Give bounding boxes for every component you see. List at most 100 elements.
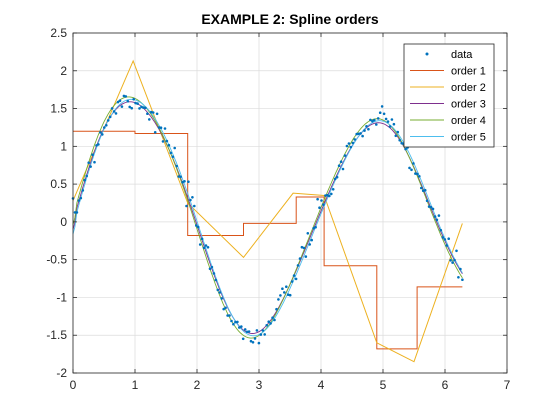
series-order-4 <box>72 96 463 339</box>
data-point <box>373 118 376 122</box>
data-point <box>206 246 210 249</box>
data-point <box>259 333 263 336</box>
legend: data order 1 order 2 order 3 order 4 order 5 <box>403 43 495 148</box>
data-point <box>93 160 96 164</box>
data-point <box>337 164 341 167</box>
y-tick-label: 2.5 <box>50 26 67 40</box>
data-point <box>423 188 427 192</box>
data-point <box>308 243 312 246</box>
data-point <box>382 112 386 116</box>
data-point <box>79 196 83 200</box>
data-point <box>257 341 261 345</box>
data-point <box>328 194 331 198</box>
data-point <box>461 278 464 282</box>
data-point <box>120 105 124 108</box>
data-point <box>394 134 398 138</box>
data-point <box>241 337 245 341</box>
data-point <box>234 320 237 324</box>
data-point <box>380 105 384 108</box>
data-point <box>193 204 196 208</box>
data-point <box>179 175 182 178</box>
data-point <box>345 144 349 148</box>
data-point <box>208 267 212 271</box>
data-point <box>222 307 225 311</box>
data-point <box>136 102 139 105</box>
data-point <box>412 162 415 165</box>
data-point <box>333 177 337 181</box>
data-point <box>294 277 298 281</box>
data-point <box>371 120 374 123</box>
data-point <box>99 131 102 134</box>
data-point <box>112 110 116 113</box>
data-point <box>425 199 429 203</box>
x-tick-label: 7 <box>504 378 511 392</box>
data-point <box>324 194 327 197</box>
data-point <box>363 129 366 132</box>
plot-frame <box>72 32 508 374</box>
data-point <box>320 199 323 202</box>
data-point <box>322 203 325 206</box>
legend-box <box>403 43 495 148</box>
data-point <box>316 197 319 201</box>
data-point <box>173 146 176 150</box>
data-point <box>396 130 400 134</box>
legend-marker-data <box>425 52 429 56</box>
data-point <box>378 111 382 114</box>
y-tick-label: 2 <box>60 64 67 78</box>
data-point <box>91 153 94 156</box>
data-point <box>153 131 157 134</box>
data-point <box>341 167 345 171</box>
data-point <box>130 106 133 110</box>
data-point <box>224 306 227 310</box>
data-point <box>202 246 206 250</box>
data-point <box>85 174 88 178</box>
data-point <box>187 180 190 183</box>
legend-label: data <box>451 49 473 61</box>
data-point <box>288 293 292 297</box>
data-point <box>148 118 151 121</box>
data-point <box>283 291 286 294</box>
data-point <box>302 246 306 250</box>
data-point <box>457 276 460 279</box>
data-point <box>198 243 202 246</box>
data-point <box>89 165 92 168</box>
data-point <box>375 123 378 126</box>
data-point <box>439 228 443 232</box>
data-point <box>126 99 130 103</box>
data-point <box>157 126 161 129</box>
data-point <box>298 257 302 260</box>
data-point <box>310 238 314 242</box>
data-point <box>191 196 194 199</box>
data-point <box>116 100 120 104</box>
data-point <box>318 206 321 209</box>
data-point <box>247 330 251 333</box>
x-tick-label: 2 <box>194 378 201 392</box>
data-point <box>459 267 462 271</box>
data-point <box>101 133 104 136</box>
x-tick-label: 0 <box>70 378 77 392</box>
data-point <box>418 175 421 178</box>
data-point <box>339 160 343 163</box>
data-point <box>155 112 159 116</box>
x-tick-label: 1 <box>132 378 139 392</box>
data-point <box>97 143 100 146</box>
data-point <box>169 151 173 155</box>
data-point <box>124 95 128 98</box>
data-point <box>449 259 452 262</box>
data-point <box>441 236 445 239</box>
y-tick-label: -1.5 <box>46 328 67 342</box>
data-point <box>367 127 370 131</box>
y-tick-label: -0.5 <box>46 253 67 267</box>
data-point <box>226 314 229 317</box>
data-point <box>429 206 433 209</box>
x-tick-label: 3 <box>256 378 263 392</box>
y-tick-label: 0.5 <box>50 177 67 191</box>
data-point <box>290 280 294 283</box>
series-order-2 <box>72 59 463 363</box>
data-point <box>306 232 310 235</box>
data-point <box>146 112 149 115</box>
data-point <box>390 118 394 121</box>
data-point <box>263 333 267 336</box>
data-point <box>204 244 208 247</box>
